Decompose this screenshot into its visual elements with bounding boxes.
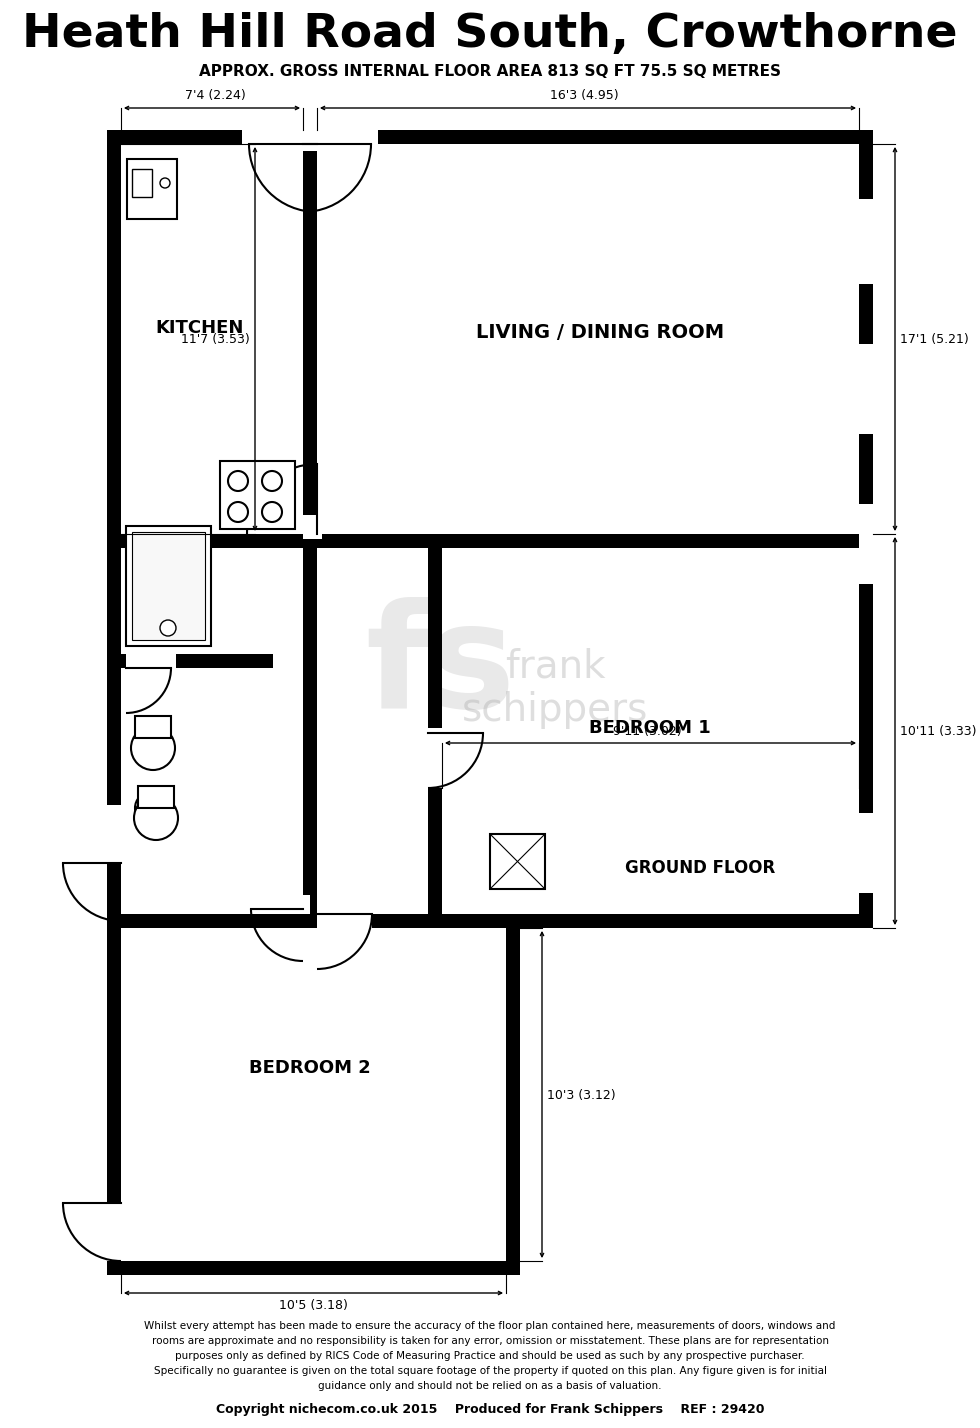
Bar <box>859 504 873 584</box>
Circle shape <box>160 620 176 635</box>
Bar <box>859 813 873 892</box>
Bar <box>428 728 444 788</box>
Text: frank
schippers: frank schippers <box>462 647 648 730</box>
Bar <box>132 533 205 640</box>
Bar <box>127 159 177 218</box>
Circle shape <box>228 471 248 491</box>
Text: Copyright nichecom.co.uk 2015    Produced for Frank Schippers    REF : 29420: Copyright nichecom.co.uk 2015 Produced f… <box>216 1402 764 1415</box>
Text: 9'11 (3.02): 9'11 (3.02) <box>612 724 681 737</box>
Bar <box>107 914 310 928</box>
Text: GROUND FLOOR: GROUND FLOOR <box>625 860 775 877</box>
Bar <box>107 548 435 928</box>
Bar <box>859 198 873 284</box>
Bar <box>107 928 520 1275</box>
Text: 17'1 (5.21): 17'1 (5.21) <box>900 333 969 346</box>
Text: fs: fs <box>365 597 515 738</box>
Text: Heath Hill Road South, Crowthorne: Heath Hill Road South, Crowthorne <box>23 13 957 57</box>
Bar <box>107 130 873 548</box>
Bar <box>121 654 273 668</box>
Circle shape <box>134 795 178 840</box>
Bar <box>107 1202 125 1261</box>
Bar <box>132 169 152 197</box>
Text: 10'5 (3.18): 10'5 (3.18) <box>278 1298 348 1311</box>
Bar <box>121 928 506 1261</box>
Bar <box>303 144 317 534</box>
Bar <box>303 516 322 538</box>
Text: 10'3 (3.12): 10'3 (3.12) <box>547 1088 615 1101</box>
Bar <box>126 653 176 670</box>
Bar <box>490 834 545 890</box>
Bar <box>240 618 550 728</box>
Bar <box>506 914 520 1275</box>
Circle shape <box>131 725 175 770</box>
Bar <box>303 493 317 548</box>
Bar <box>121 548 303 914</box>
Bar <box>859 344 873 434</box>
Bar <box>251 895 310 914</box>
Bar <box>317 144 859 534</box>
Text: 11'7 (3.53): 11'7 (3.53) <box>181 333 250 346</box>
Circle shape <box>262 503 282 523</box>
Circle shape <box>160 178 170 188</box>
Bar <box>121 144 303 534</box>
Bar <box>107 1261 520 1275</box>
Circle shape <box>262 471 282 491</box>
Bar <box>317 910 372 928</box>
Circle shape <box>135 793 167 824</box>
Bar <box>435 914 873 928</box>
Circle shape <box>228 503 248 523</box>
Bar <box>135 715 171 738</box>
Bar <box>317 548 428 914</box>
Text: 7'4 (2.24): 7'4 (2.24) <box>184 90 245 103</box>
Bar <box>126 526 211 645</box>
Text: 16'3 (4.95): 16'3 (4.95) <box>550 90 618 103</box>
Bar <box>442 548 859 914</box>
Text: BEDROOM 1: BEDROOM 1 <box>589 720 710 737</box>
Text: Whilst every attempt has been made to ensure the accuracy of the floor plan cont: Whilst every attempt has been made to en… <box>144 1321 836 1391</box>
Text: APPROX. GROSS INTERNAL FLOOR AREA 813 SQ FT 75.5 SQ METRES: APPROX. GROSS INTERNAL FLOOR AREA 813 SQ… <box>199 63 781 79</box>
Text: LIVING / DINING ROOM: LIVING / DINING ROOM <box>476 324 724 343</box>
Text: KITCHEN: KITCHEN <box>156 318 244 337</box>
Bar <box>107 534 310 548</box>
Bar <box>435 548 873 928</box>
Bar <box>138 785 174 808</box>
Text: BEDROOM 2: BEDROOM 2 <box>249 1060 370 1077</box>
Bar <box>107 805 125 863</box>
Bar <box>435 534 873 548</box>
Bar <box>220 461 295 528</box>
Bar <box>428 548 442 928</box>
Text: 10'11 (3.33): 10'11 (3.33) <box>900 724 976 737</box>
Bar <box>242 123 378 151</box>
